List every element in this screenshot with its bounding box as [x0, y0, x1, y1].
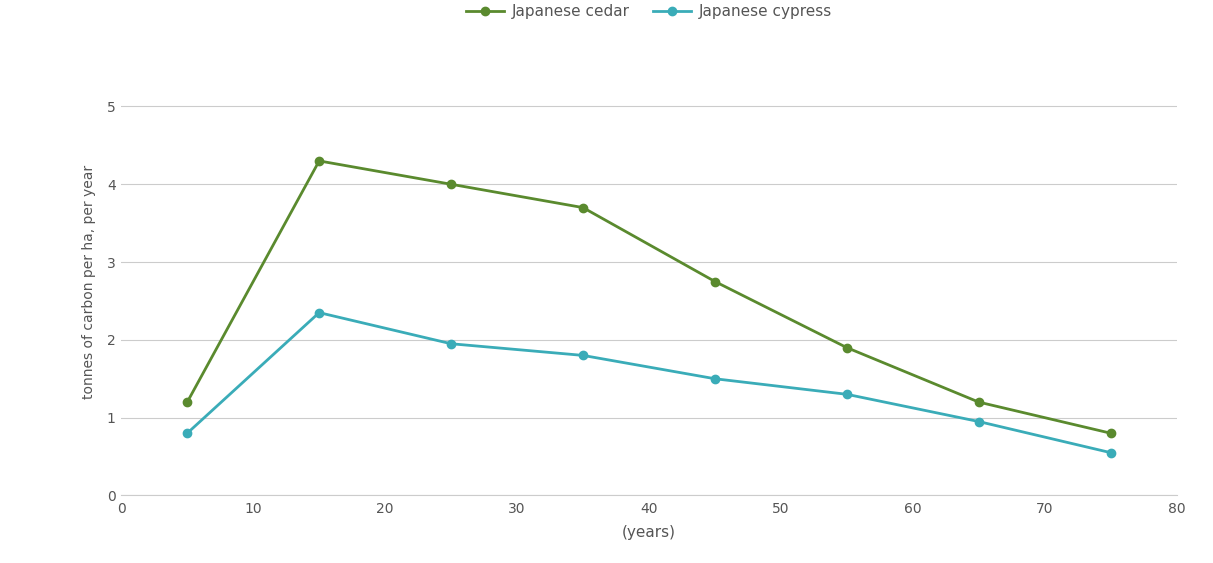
- Japanese cedar: [180, 399, 194, 405]
- Japanese cypress: [312, 309, 326, 316]
- Japanese cypress: [972, 418, 986, 425]
- Japanese cedar: [576, 204, 591, 211]
- X-axis label: (years): (years): [622, 525, 676, 540]
- Japanese cedar: [707, 278, 722, 285]
- Line: Japanese cypress: Japanese cypress: [183, 309, 1115, 457]
- Japanese cypress: [839, 391, 854, 397]
- Japanese cypress: [707, 376, 722, 382]
- Japanese cedar: [1104, 430, 1118, 436]
- Japanese cypress: [1104, 449, 1118, 456]
- Japanese cedar: [839, 344, 854, 351]
- Legend: Japanese cedar, Japanese cypress: Japanese cedar, Japanese cypress: [460, 0, 838, 25]
- Japanese cypress: [576, 352, 591, 359]
- Line: Japanese cedar: Japanese cedar: [183, 157, 1115, 437]
- Y-axis label: tonnes of carbon per ha, per year: tonnes of carbon per ha, per year: [81, 164, 96, 399]
- Japanese cedar: [972, 399, 986, 405]
- Japanese cypress: [444, 341, 459, 347]
- Japanese cedar: [312, 158, 326, 164]
- Japanese cedar: [444, 181, 459, 187]
- Japanese cypress: [180, 430, 194, 436]
